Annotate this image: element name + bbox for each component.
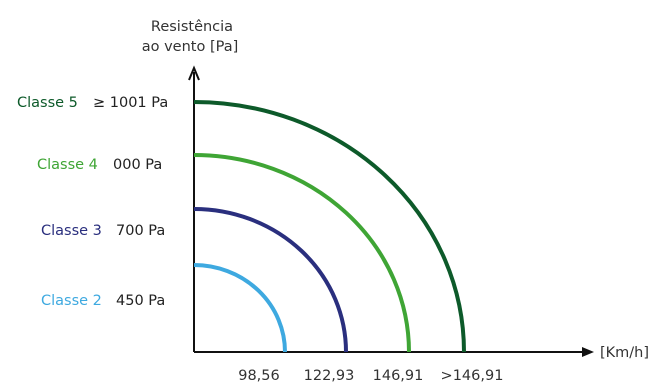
x-tick-label-1: 98,56 <box>238 368 280 383</box>
class-3-arc <box>193 207 348 353</box>
y-axis-arrow <box>188 65 200 81</box>
x-axis-title: [Km/h] <box>600 345 649 361</box>
class-4-label: Classe 4 <box>37 157 98 173</box>
class-4-arc <box>193 153 411 353</box>
class-3-label: Classe 3 <box>41 223 102 239</box>
class-5-arc <box>193 100 466 353</box>
x-tick-label-3: 146,91 <box>373 368 424 383</box>
class-3-pressure: 700 Pa <box>116 223 165 239</box>
y-axis-title-line-2: ao vento [Pa] <box>142 39 239 55</box>
x-tick-label-2: 122,93 <box>304 368 355 383</box>
class-4-pressure: 000 Pa <box>113 157 162 173</box>
y-axis-title-line-1: Resistência <box>151 19 233 35</box>
class-2-arc <box>193 263 287 353</box>
class-2-pressure: 450 Pa <box>116 293 165 309</box>
class-2-label: Classe 2 <box>41 293 102 309</box>
class-5-label: Classe 5 <box>17 95 78 111</box>
x-tick-label-4: >146,91 <box>441 368 504 383</box>
class-5-pressure: ≥ 1001 Pa <box>93 95 168 111</box>
x-axis-arrow <box>582 347 594 357</box>
